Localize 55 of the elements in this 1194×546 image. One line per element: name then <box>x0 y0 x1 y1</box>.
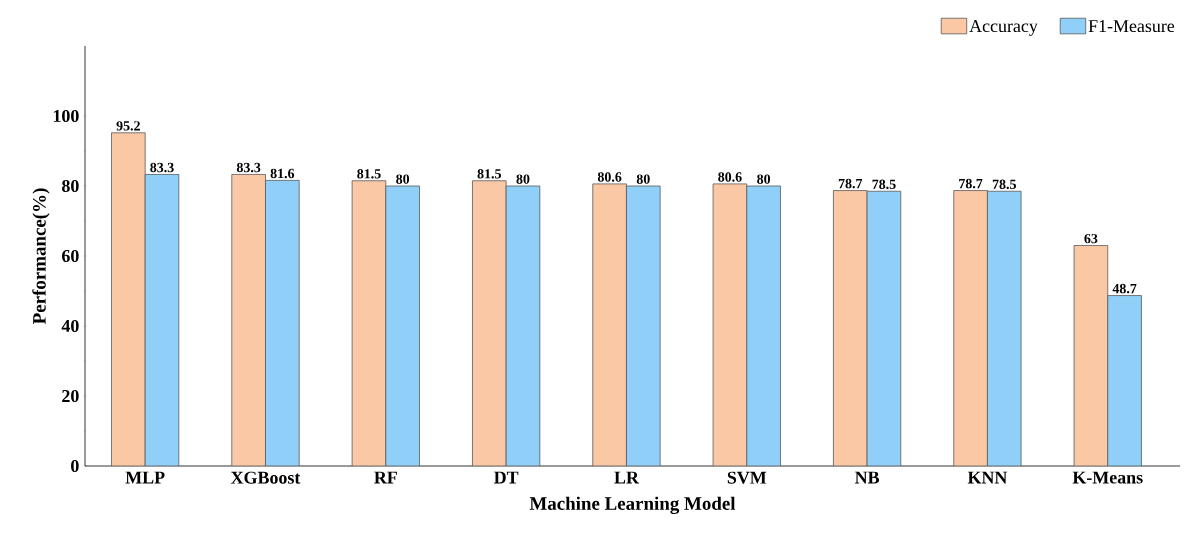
x-tick-label: DT <box>493 471 519 484</box>
x-tick-label: NB <box>854 471 880 484</box>
data-label: 81.6 <box>270 168 295 179</box>
data-label: 83.3 <box>150 162 174 173</box>
bar <box>987 190 1022 466</box>
data-label: 80 <box>516 174 530 184</box>
bar <box>866 190 902 466</box>
x-axis-title: Machine Learning Model <box>529 496 736 514</box>
data-label: 80 <box>757 174 771 184</box>
data-label: 95.2 <box>116 121 140 131</box>
x-tick-label: SVM <box>727 471 767 484</box>
data-label: 63 <box>1084 233 1098 244</box>
bar <box>1073 245 1109 466</box>
bar <box>746 185 781 466</box>
data-label: 78.5 <box>872 179 896 190</box>
bar <box>351 180 387 466</box>
x-tick-label: XGBoost <box>230 471 301 484</box>
data-label: 78.7 <box>838 178 863 189</box>
data-label: 80 <box>396 174 410 184</box>
x-tick-label: MLP <box>125 471 165 484</box>
x-tick-label: LR <box>614 471 640 484</box>
data-label: 80.6 <box>718 172 742 182</box>
y-tick-label: 20 <box>62 389 79 403</box>
bar <box>833 190 868 466</box>
bar <box>265 180 300 466</box>
bar <box>1107 295 1142 466</box>
data-label: 83.3 <box>236 162 261 173</box>
data-label: 48.7 <box>1112 283 1137 294</box>
data-label: 81.5 <box>357 169 381 179</box>
data-label: 80 <box>636 174 650 184</box>
data-label: 78.7 <box>959 178 983 189</box>
bar <box>111 132 146 466</box>
y-tick-label: 100 <box>53 109 79 123</box>
bar <box>144 174 180 466</box>
bar <box>231 174 266 466</box>
data-label: 80.6 <box>597 172 622 182</box>
x-tick-label: RF <box>374 471 397 484</box>
y-tick-label: 80 <box>62 179 79 193</box>
bar <box>472 180 507 466</box>
y-tick-label: 0 <box>71 459 79 473</box>
bar <box>505 185 541 466</box>
bar <box>592 183 627 466</box>
x-tick-label: K-Means <box>1072 471 1143 484</box>
bar <box>626 185 661 466</box>
data-label: 78.5 <box>992 179 1016 190</box>
bar <box>385 185 420 466</box>
bar <box>953 190 988 466</box>
data-label: 81.5 <box>477 169 501 179</box>
y-axis-title: Performance(%) <box>32 188 50 324</box>
y-tick-label: 40 <box>61 319 79 333</box>
bar <box>712 183 748 466</box>
legend-label: Accuracy <box>969 20 1038 36</box>
legend-label: F1-Measure <box>1088 20 1175 33</box>
y-tick-label: 60 <box>62 249 79 263</box>
x-tick-label: KNN <box>967 471 1008 484</box>
